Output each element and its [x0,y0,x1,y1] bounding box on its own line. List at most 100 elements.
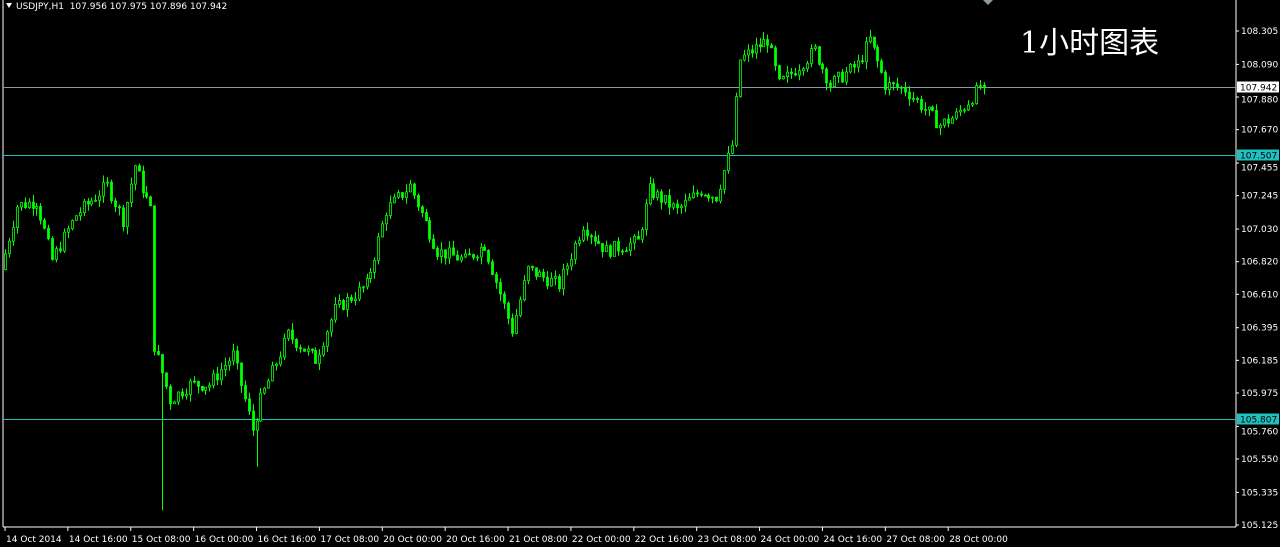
candle [747,44,750,62]
candle-body [617,241,620,252]
candle [366,273,369,290]
candle [157,344,160,356]
candle [283,333,286,361]
time-tick-label: 23 Oct 08:00 [698,535,757,545]
candle-body [134,165,137,185]
dropdown-triangle-icon[interactable] [6,3,12,8]
candle [90,197,93,207]
candle-body [334,304,337,321]
candle [145,185,148,199]
candle [605,240,608,252]
candle [546,271,549,290]
candle-body [118,206,121,209]
candle [554,270,557,286]
candle-body [672,203,675,208]
candle [228,357,231,371]
candle [393,193,396,204]
candle-body [825,68,828,84]
candle-body [318,354,321,364]
candle-body [212,373,215,386]
candle [448,241,451,264]
candle [358,281,361,302]
candle [106,177,109,188]
time-tick-label: 21 Oct 08:00 [509,535,568,545]
price-label-box [1237,149,1279,161]
candle-body [971,103,974,106]
candle [908,86,911,107]
candle-body [87,200,90,205]
candle [696,189,699,197]
candle-body [267,380,270,389]
candle-body [314,350,317,364]
candle-body [582,229,585,241]
candle-body [515,315,518,334]
candle [114,197,117,212]
candle-body [385,215,388,225]
candle [142,165,145,199]
candle-body [47,227,50,239]
candle-body [366,278,369,288]
candle-body [586,229,589,237]
candles [4,29,986,511]
candle [821,62,824,74]
candle-body [71,220,74,230]
price-label: 105.807 [1240,416,1277,426]
candle [295,338,298,352]
time-tick-label: 15 Oct 08:00 [132,535,191,545]
candle-body [723,170,726,190]
candle-body [601,243,604,252]
candle [397,189,400,199]
candle [480,243,483,265]
candle [267,378,270,389]
price-label-box [1237,413,1279,425]
candle-body [20,202,23,208]
candle [975,82,978,105]
candle-body [904,86,907,93]
candle-body [271,365,274,382]
candle [841,68,844,83]
candle [798,64,801,81]
candle-body [680,205,683,208]
candle [884,70,887,95]
candle-body [652,183,655,199]
time-tick-label: 16 Oct 00:00 [195,535,254,545]
candle-body [562,268,565,290]
price-tick-label: 105.550 [1241,455,1278,465]
candle-body [503,293,506,304]
price-tick-label: 108.090 [1241,60,1278,70]
candle-body [578,239,581,244]
candle [727,145,730,174]
price-tick-label: 106.610 [1241,290,1278,300]
candle-body [405,191,408,198]
candle-body [542,271,545,278]
candle [755,37,758,59]
candle-body [236,350,239,364]
candle [656,189,659,201]
candle-body [373,260,376,273]
candle [818,45,821,66]
candle [409,179,412,193]
open-value: 107.956 [69,2,107,12]
candle [920,95,923,113]
candle-body [138,165,141,172]
candle-body [837,71,840,77]
symbol-label: USDJPY,H1 [16,2,64,12]
candle-body [605,245,608,252]
candle-body [908,91,911,100]
candle [888,76,891,96]
candle-body [928,106,931,110]
candle [279,351,282,367]
time-tick-label: 28 Oct 00:00 [949,535,1008,545]
price-tick-label: 105.125 [1241,521,1278,531]
candle [197,380,200,394]
price-label: 107.507 [1240,152,1277,162]
candle [322,342,325,357]
candle-body [428,220,431,240]
candle-body [432,238,435,249]
time-tick-label: 24 Oct 00:00 [761,535,820,545]
candle-body [421,206,424,213]
candle-body [535,267,538,277]
candle-body [935,110,938,129]
candle-body [558,276,561,290]
